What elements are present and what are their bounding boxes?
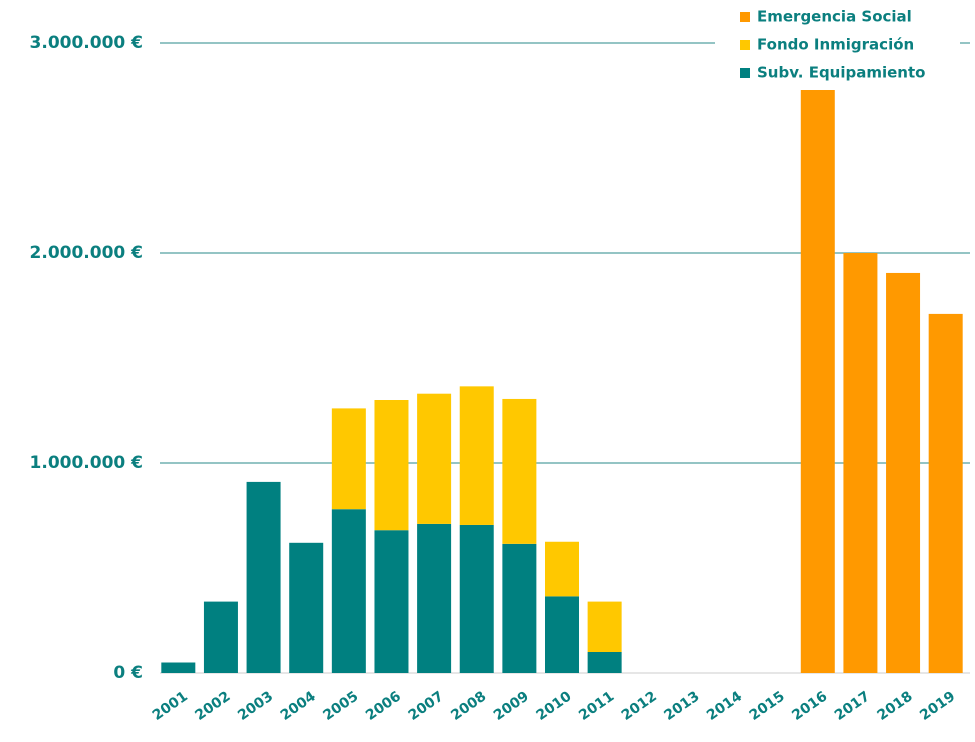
legend-swatch bbox=[740, 68, 750, 78]
bar-segment bbox=[374, 530, 409, 673]
x-tick-label: 2011 bbox=[576, 688, 617, 723]
bar-segment bbox=[587, 652, 622, 673]
bar-segment bbox=[587, 601, 622, 652]
y-tick-label: 2.000.000 € bbox=[30, 243, 143, 263]
legend-background bbox=[715, 0, 960, 90]
x-tick-label: 2014 bbox=[704, 688, 745, 724]
bar-segment bbox=[886, 272, 921, 673]
x-tick-label: 2008 bbox=[448, 688, 489, 723]
bar-segment bbox=[502, 398, 537, 544]
x-tick-label: 2018 bbox=[875, 688, 916, 723]
bar-segment bbox=[545, 541, 579, 597]
bar-segment bbox=[800, 57, 835, 673]
bar-segment bbox=[417, 523, 452, 673]
bar-segment bbox=[928, 313, 963, 673]
x-tick-label: 2019 bbox=[917, 688, 958, 723]
bar-segment bbox=[502, 543, 537, 673]
y-tick-label: 3.000.000 € bbox=[30, 33, 143, 53]
x-tick-label: 2012 bbox=[619, 688, 660, 723]
bar-segment bbox=[289, 542, 324, 673]
x-tick-label: 2010 bbox=[533, 688, 574, 724]
x-tick-label: 2005 bbox=[320, 688, 361, 723]
legend-swatch bbox=[740, 12, 750, 22]
bar-segment bbox=[161, 662, 196, 673]
bar-segment bbox=[459, 386, 494, 525]
y-tick-label: 1.000.000 € bbox=[30, 453, 143, 473]
bar-segment bbox=[203, 601, 238, 673]
bar-segment bbox=[374, 400, 409, 531]
bar-segment bbox=[545, 596, 579, 673]
y-tick-label: 0 € bbox=[113, 663, 143, 683]
bar-segment bbox=[417, 393, 452, 524]
x-tick-label: 2016 bbox=[789, 688, 830, 723]
x-tick-label: 2013 bbox=[661, 688, 702, 723]
x-tick-label: 2002 bbox=[192, 688, 233, 723]
x-tick-label: 2003 bbox=[235, 688, 276, 723]
legend-label: Fondo Inmigración bbox=[757, 36, 914, 54]
x-tick-label: 2006 bbox=[363, 688, 404, 723]
bar-segment bbox=[331, 509, 366, 673]
x-tick-label: 2015 bbox=[747, 688, 788, 723]
x-tick-label: 2004 bbox=[278, 688, 319, 724]
bar-segment bbox=[331, 408, 366, 510]
legend-label: Subv. Equipamiento bbox=[757, 64, 925, 82]
x-tick-label: 2001 bbox=[150, 688, 191, 723]
x-tick-label: 2017 bbox=[832, 688, 873, 723]
x-tick-label: 2009 bbox=[491, 688, 532, 723]
bar-segment bbox=[459, 524, 494, 673]
bar-segment bbox=[246, 481, 281, 673]
bar-segment bbox=[843, 253, 878, 673]
x-tick-label: 2007 bbox=[406, 688, 447, 723]
legend-swatch bbox=[740, 40, 750, 50]
legend-label: Emergencia Social bbox=[757, 8, 912, 26]
